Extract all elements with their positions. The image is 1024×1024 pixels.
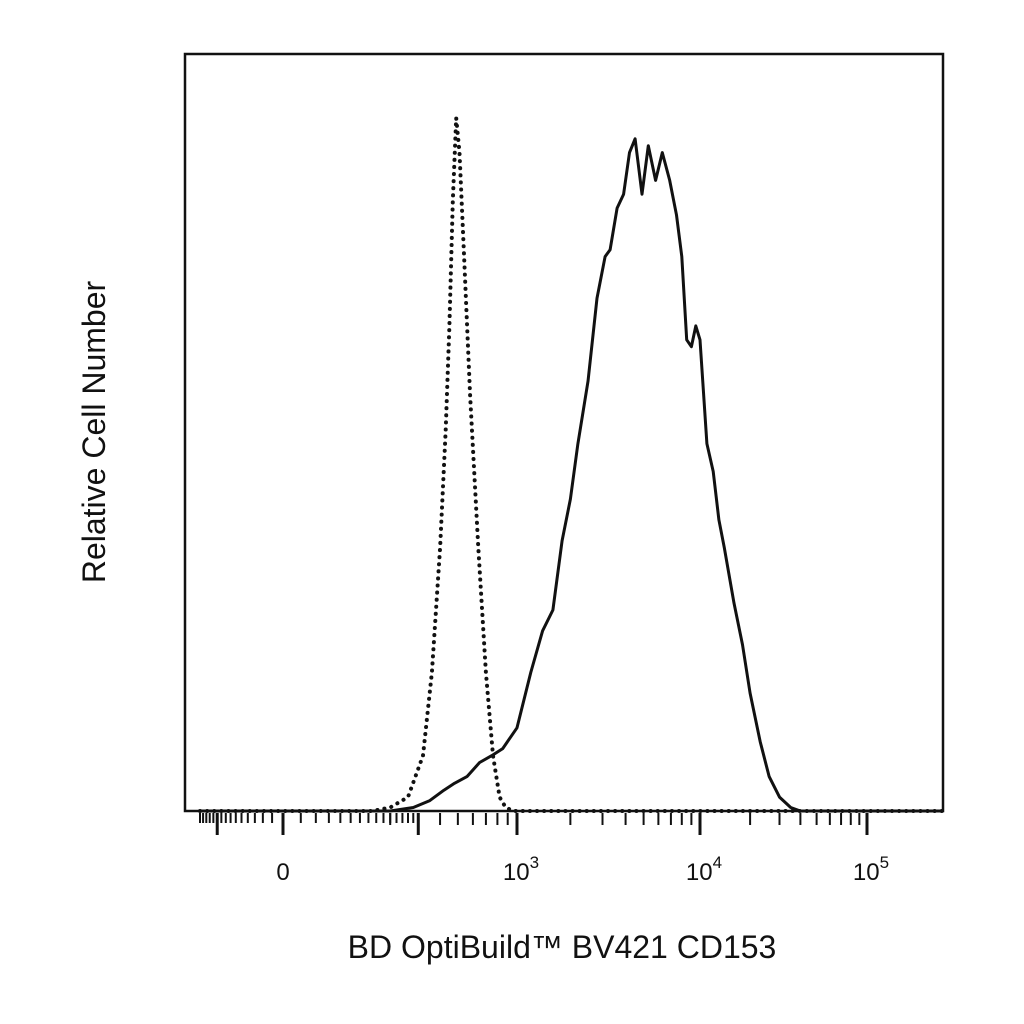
x-tick-label: 0 xyxy=(276,859,289,886)
x-tick-label: 105 xyxy=(853,853,889,886)
series-line-dotted xyxy=(198,116,945,813)
series-line-solid xyxy=(200,137,943,813)
x-tick-label: 103 xyxy=(503,853,539,886)
y-axis-title: Relative Cell Number xyxy=(76,280,112,583)
x-tick-label: 104 xyxy=(686,853,722,886)
x-axis-title: BD OptiBuild™ BV421 CD153 xyxy=(348,929,777,965)
plot-frame xyxy=(183,52,945,813)
x-axis-ticks xyxy=(199,813,869,835)
x-tick-labels: 0 103 104 105 xyxy=(276,853,889,886)
series-group xyxy=(198,116,945,813)
